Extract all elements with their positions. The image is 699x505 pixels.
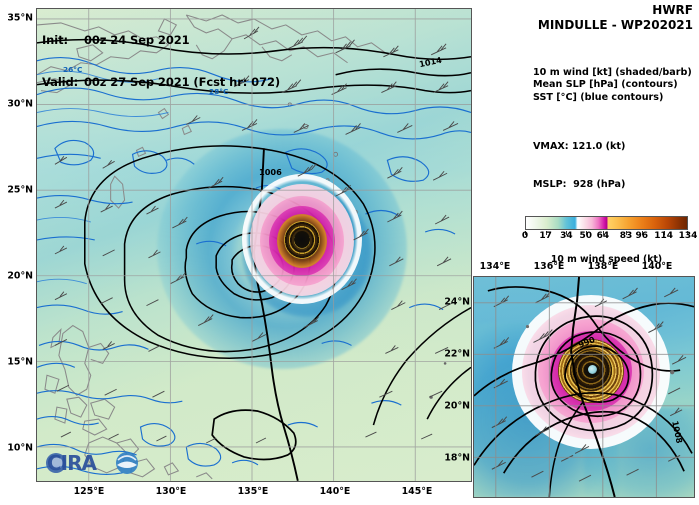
title-block: HWRF MINDULLE - WP202021: [538, 3, 693, 32]
inset-wind-barb-overlay: [491, 287, 687, 482]
inset-lat-label-22n: 22°N: [444, 348, 470, 360]
colorbar-tickmark-50: [585, 231, 587, 235]
valid-value: 00z 27 Sep 2021 (Fcst hr: 072): [84, 75, 281, 89]
inset-map-panel[interactable]: 990 1008: [473, 276, 695, 498]
valid-row: Valid: 00z 27 Sep 2021 (Fcst hr: 072): [42, 75, 280, 89]
slp-contour-label-1006: 1006: [259, 167, 282, 177]
colorbar-tickmark-83: [625, 231, 627, 235]
inset-lat-label-18n: 18°N: [444, 452, 470, 464]
colorbar-tick-64: 64: [596, 231, 610, 241]
colorbar-tick-34: 34: [560, 231, 573, 241]
colorbar-tickmark-17: [545, 231, 547, 235]
inset-lat-label-24n: 24°N: [444, 296, 470, 308]
vmax-value: VMAX: 121.0 (kt): [533, 141, 626, 153]
sst-contour-label-26c: 26°C: [63, 65, 83, 74]
legend-line-wind: 10 m wind [kt] (shaded/barb): [533, 67, 692, 78]
main-lat-label-35n: 35°N: [7, 12, 33, 24]
colorbar-tick-114: 114: [654, 231, 674, 241]
wind-speed-colorbar: [525, 216, 688, 230]
main-lon-label-130e: 130°E: [155, 486, 187, 497]
storm-name: MINDULLE - WP202021: [537, 17, 693, 32]
colorbar-tickmark-96: [641, 231, 643, 235]
main-lat-label-15n: 15°N: [7, 356, 33, 368]
inset-island-overlay: [525, 324, 675, 375]
colorbar-tick-134: 134: [678, 231, 698, 241]
init-label: Init:: [42, 33, 69, 47]
colorbar-container: 0 17 34 50 64 83 96 114 134 10 m wind speed (kt): [521, 216, 697, 265]
colorbar-tickmark-0: [525, 231, 526, 235]
colorbar-tick-83: 83: [619, 231, 633, 241]
colorbar-tick-0: 0: [521, 231, 529, 241]
inset-lon-label-136e: 136°E: [533, 261, 565, 272]
colorbar-tickmark-114: [663, 231, 665, 235]
inset-lon-label-134e: 134°E: [479, 261, 511, 272]
inset-lon-label-140e: 140°E: [641, 261, 673, 272]
run-time-block: Init: 00z 24 Sep 2021 Valid: 00z 27 Sep 20…: [42, 5, 280, 117]
inset-lat-label-20n: 20°N: [444, 400, 470, 412]
variable-legend: 10 m wind [kt] (shaded/barb) Mean SLP [h…: [533, 67, 692, 104]
colorbar-tickmark-134: [687, 231, 688, 235]
intensity-summary: VMAX: 121.0 (kt) MSLP: 928 (hPa): [533, 116, 625, 217]
cira-wordmark: CIRA: [47, 451, 97, 475]
colorbar-tick-17: 17: [539, 231, 552, 241]
main-lat-label-25n: 25°N: [7, 184, 33, 196]
colorbar-tickmark-34: [566, 231, 568, 235]
inset-graticule-overlay: [474, 277, 694, 497]
sst-contour-label-28c: 28°C: [209, 87, 229, 96]
legend-line-slp: Mean SLP [hPa] (contours): [533, 79, 678, 91]
valid-label: Valid:: [42, 75, 79, 89]
main-lon-label-125e: 125°E: [73, 486, 105, 497]
inset-slp-contour-overlay: [474, 277, 694, 497]
colorbar-tick-96: 96: [635, 231, 649, 241]
main-lat-label-10n: 10°N: [7, 442, 33, 454]
main-lat-label-20n: 20°N: [7, 270, 33, 282]
colorbar-tickmarks: [525, 231, 688, 235]
init-row: Init: 00z 24 Sep 2021: [42, 33, 280, 47]
colorbar-tickmark-64: [602, 231, 604, 235]
mslp-value: MSLP: 928 (hPa): [533, 178, 626, 190]
legend-line-sst: SST [°C] (blue contours): [533, 91, 664, 103]
main-lon-label-135e: 135°E: [237, 486, 269, 497]
main-lon-label-145e: 145°E: [401, 486, 433, 497]
colorbar-title: 10 m wind speed (kt): [550, 254, 663, 265]
main-lon-label-140e: 140°E: [319, 486, 351, 497]
cira-logo: CIRA: [45, 449, 141, 475]
main-lat-label-30n: 30°N: [7, 98, 33, 110]
init-value: 00z 24 Sep 2021: [84, 33, 190, 47]
inset-lon-label-138e: 138°E: [587, 261, 619, 272]
colorbar-tick-50: 50: [579, 231, 593, 241]
model-name: HWRF: [652, 3, 693, 17]
wind-field-halo-inner: [242, 189, 372, 317]
colorbar-tick-labels: 0 17 34 50 64 83 96 114 134: [521, 231, 697, 243]
